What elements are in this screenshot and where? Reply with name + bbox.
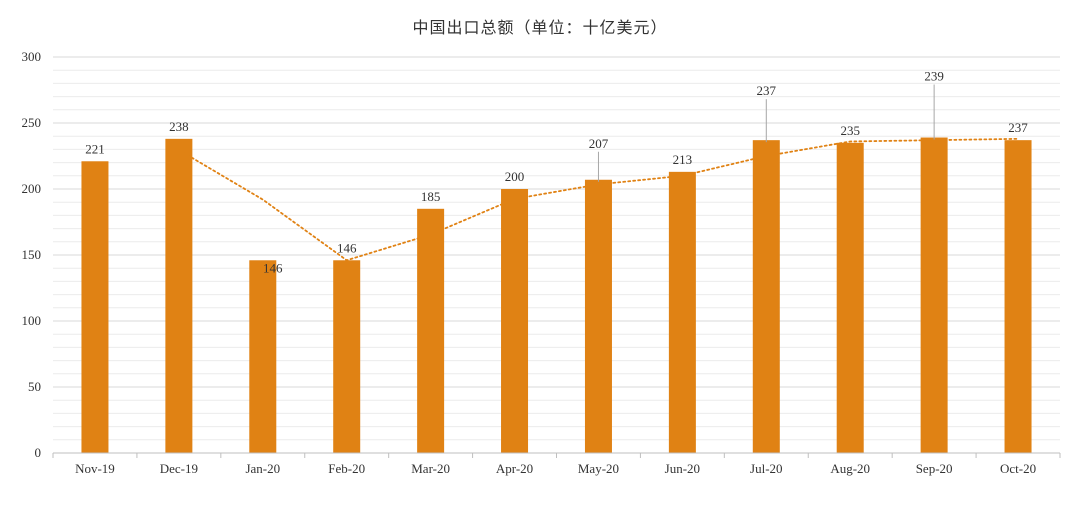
y-tick-label: 0 [35, 445, 42, 460]
bar-series [81, 137, 1032, 454]
y-tick-label: 250 [22, 115, 42, 130]
bar [752, 140, 780, 453]
trendline-path [177, 137, 1019, 262]
x-axis: Nov-19 Dec-19 Jan-20 Feb-20 Mar-20 Apr-20 May-… [52, 452, 1061, 476]
x-tick-label: Nov-19 [75, 461, 115, 476]
x-tick-label: Aug-20 [830, 461, 870, 476]
x-tick-label: Jul-20 [750, 461, 783, 476]
x-tick-label: Jan-20 [245, 461, 280, 476]
trendline [177, 137, 1019, 262]
grid-lines [53, 56, 1060, 441]
x-tick-label: Dec-19 [160, 461, 198, 476]
bar [417, 208, 445, 453]
bar [584, 179, 612, 453]
x-tick-label: Oct-20 [1000, 461, 1036, 476]
data-label: 213 [673, 152, 693, 167]
x-tick-label: Mar-20 [411, 461, 450, 476]
data-label: 185 [421, 189, 441, 204]
data-label: 235 [840, 123, 860, 138]
data-label: 237 [757, 83, 777, 98]
data-label: 200 [505, 169, 525, 184]
y-tick-label: 150 [22, 247, 42, 262]
bar [81, 161, 109, 453]
y-tick-label: 100 [22, 313, 42, 328]
y-tick-label: 300 [22, 49, 42, 64]
y-tick-label: 200 [22, 181, 42, 196]
data-label: 207 [589, 136, 609, 151]
data-label: 146 [337, 240, 357, 255]
data-label: 237 [1008, 120, 1028, 135]
bar [920, 137, 948, 453]
data-labels: 221 238 146 146 185 200 207 213 237 235 239 237 [85, 69, 1028, 276]
bar [836, 142, 864, 454]
data-label: 238 [169, 119, 189, 134]
x-tick-label: May-20 [578, 461, 619, 476]
bar [165, 138, 193, 453]
bar [501, 189, 529, 453]
bar [1004, 140, 1032, 453]
x-tick-label: Sep-20 [916, 461, 953, 476]
bar [333, 260, 361, 453]
x-tick-label: Apr-20 [496, 461, 533, 476]
data-label: 146 [263, 260, 283, 275]
y-axis: 0 50 100 150 200 250 300 [22, 49, 42, 460]
x-tick-label: Feb-20 [328, 461, 365, 476]
chart-title: 中国出口总额（单位：十亿美元） [412, 18, 667, 37]
bar [249, 260, 277, 453]
data-label: 221 [85, 141, 105, 156]
data-label: 239 [924, 69, 944, 84]
x-tick-label: Jun-20 [665, 461, 700, 476]
y-tick-label: 50 [28, 379, 41, 394]
bar [668, 171, 696, 453]
